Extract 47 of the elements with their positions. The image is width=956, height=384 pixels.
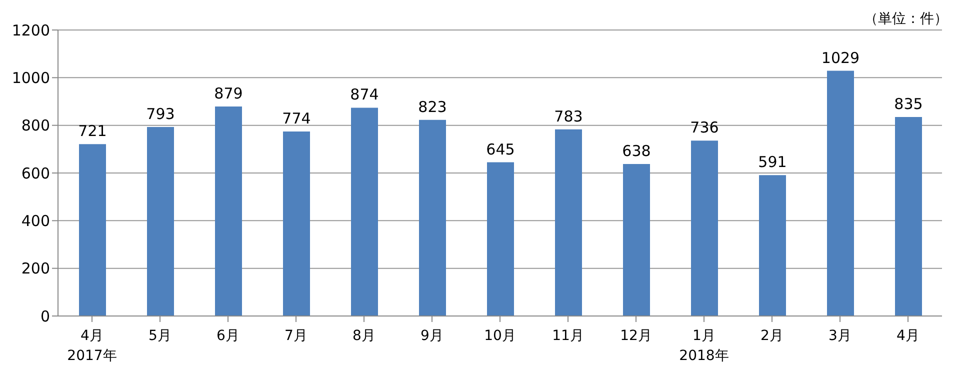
x-tick-label: 8月	[352, 328, 376, 344]
data-label: 1029	[821, 48, 860, 67]
x-tick-label: 9月	[420, 328, 444, 344]
bar	[351, 108, 378, 316]
y-tick-label: 800	[21, 116, 50, 135]
y-tick-label: 600	[21, 164, 50, 182]
bar	[147, 127, 174, 316]
bar	[895, 116, 922, 316]
x-tick-label: 2月	[760, 328, 784, 344]
bar	[827, 70, 854, 316]
bar	[555, 129, 582, 316]
data-label: 874	[350, 86, 379, 104]
data-label: 721	[78, 122, 107, 140]
x-tick-label: 10月	[484, 328, 516, 344]
x-tick-label: 11月	[552, 328, 584, 344]
y-tick-label: 1200	[12, 21, 50, 40]
data-label: 645	[486, 140, 515, 158]
data-label: 793	[146, 105, 175, 123]
y-tick-label: 200	[21, 260, 50, 278]
x-tick-label: 4月 2017年	[67, 328, 117, 364]
x-tick-label: 6月	[216, 328, 240, 344]
data-label: 823	[418, 98, 447, 116]
data-label: 638	[622, 142, 651, 160]
bar	[623, 164, 650, 316]
x-tick-label: 1月 2018年	[679, 328, 729, 364]
text: （単位：件）	[864, 10, 948, 28]
bar	[79, 144, 106, 316]
bar	[691, 140, 718, 316]
y-tick-label: 0	[40, 307, 50, 326]
x-tick-label: 12月	[620, 328, 652, 344]
data-label: 774	[282, 110, 311, 128]
y-tick-label: 1000	[12, 68, 50, 87]
bar	[759, 175, 786, 316]
y-tick-label: 400	[21, 212, 50, 230]
bar	[215, 106, 242, 316]
bar	[487, 162, 514, 316]
x-tick-label: 7月	[284, 328, 308, 344]
data-label: 783	[554, 107, 583, 126]
data-label: 736	[690, 118, 719, 137]
data-label: 835	[894, 94, 923, 113]
data-label: 879	[214, 84, 243, 103]
bar	[419, 120, 446, 316]
data-label: 591	[758, 153, 787, 172]
x-tick-label: 3月	[828, 328, 852, 344]
bar	[283, 132, 310, 316]
x-tick-label: 4月	[896, 328, 920, 344]
x-tick-label: 5月	[148, 328, 172, 344]
